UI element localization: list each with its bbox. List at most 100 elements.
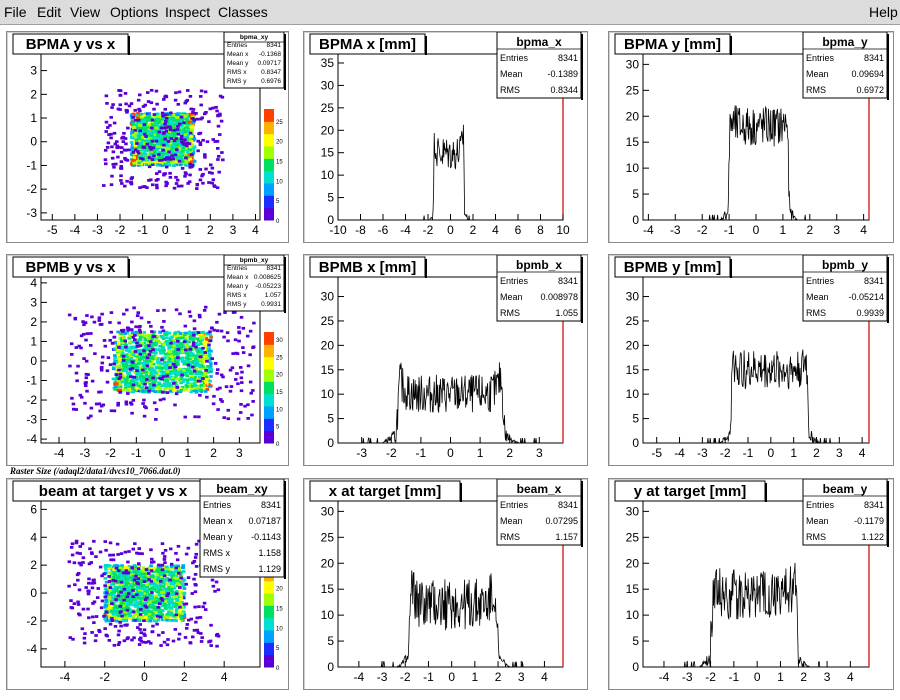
heatmap-bin: [226, 408, 231, 412]
heatmap-bin: [238, 411, 243, 414]
heatmap-bin: [118, 390, 122, 394]
menu-inspect[interactable]: Inspect: [165, 4, 211, 20]
heatmap-bin: [137, 161, 141, 165]
pad-x-at-target[interactable]: -4 -3 -2 -1 0 1 2 3 4 0 5 10 15 20 25 30 x at target [mm…: [303, 478, 588, 690]
heatmap-bin: [161, 570, 166, 574]
heatmap-bin: [163, 363, 167, 366]
heatmap-bin: [120, 377, 124, 381]
heatmap-bin: [162, 574, 167, 578]
heatmap-bin: [189, 378, 194, 381]
heatmap-bin: [165, 643, 170, 647]
heatmap-bin: [144, 359, 149, 363]
heatmap-bin: [136, 311, 141, 315]
heatmap-bin: [136, 567, 141, 571]
heatmap-bin: [125, 390, 130, 394]
pad-title: BPMA y [mm]: [624, 36, 721, 53]
heatmap-bin: [155, 338, 160, 342]
x-tick-label: 2: [207, 223, 214, 237]
heatmap-bin: [135, 356, 140, 360]
y-tick-label: 10: [321, 608, 335, 622]
heatmap-bin: [177, 387, 181, 391]
heatmap-bin: [178, 312, 182, 316]
heatmap-bin: [203, 112, 207, 116]
heatmap-bin: [146, 342, 151, 345]
heatmap-bin: [199, 372, 203, 376]
heatmap-bin: [144, 588, 149, 592]
pad-title: BPMA x [mm]: [319, 36, 416, 53]
heatmap-bin: [191, 108, 196, 111]
heatmap-bin: [183, 332, 187, 335]
x-tick-label: 1: [477, 446, 484, 460]
heatmap-bin: [188, 357, 192, 361]
heatmap-bin: [142, 146, 146, 149]
menu-view[interactable]: View: [70, 4, 101, 20]
heatmap-bin: [147, 119, 151, 122]
heatmap-bin: [147, 366, 152, 370]
heatmap-bin: [229, 385, 234, 388]
heatmap-bin: [183, 126, 188, 130]
heatmap-bin: [194, 387, 199, 391]
pad-y-at-target[interactable]: -4 -3 -2 -1 0 1 2 3 4 0 5 10 15 20 25 30 y at target [mm…: [608, 478, 894, 690]
heatmap-bin: [139, 575, 144, 579]
heatmap-bin: [131, 134, 136, 138]
heatmap-bin: [129, 384, 134, 388]
heatmap-bin: [167, 331, 172, 335]
pad-bpma-y-vs-x[interactable]: 0 5 10 15 20 25 -5 -4 -3 -2 -1 0 1 2 3 4 -3 -2 -1 0 1 2 3 BPMA …: [6, 31, 289, 243]
heatmap-bin: [216, 114, 220, 118]
menu-options[interactable]: Options: [110, 4, 159, 20]
heatmap-bin: [176, 612, 181, 615]
heatmap-bin: [203, 305, 208, 309]
heatmap-bin: [108, 321, 112, 324]
pad-bpma-x[interactable]: -10 -8 -6 -4 -2 0 2 4 6 8 10 0 5 10 15 20 25 30 35 BPMA x […: [303, 31, 588, 243]
palette-tick-label: 20: [276, 587, 283, 593]
heatmap-bin: [160, 111, 165, 115]
heatmap-bin: [131, 586, 135, 590]
y-tick-label: 5: [327, 191, 334, 205]
heatmap-bin: [162, 348, 166, 352]
heatmap-bin: [190, 128, 194, 132]
pad-bpmb-y[interactable]: -5 -4 -3 -2 -1 0 1 2 3 4 0 5 10 15 20 25 30 BPMB y [mm] bp…: [608, 254, 894, 466]
heatmap-bin: [149, 142, 154, 146]
heatmap-bin: [119, 552, 124, 556]
pad-bpmb-y-vs-x[interactable]: 0 5 10 15 20 25 30 -4 -3 -2 -1 0 1 2 3 -4 -3 -2 -1 0 1 2 3 4 BPM…: [6, 254, 289, 466]
heatmap-bin: [185, 351, 189, 355]
heatmap-bin: [100, 361, 105, 365]
heatmap-bin: [185, 144, 189, 148]
heatmap-bin: [197, 313, 202, 317]
heatmap-bin: [189, 617, 194, 621]
y-tick-label: -4: [26, 642, 37, 656]
heatmap-bin: [112, 131, 117, 135]
stats-name: beam_x: [517, 482, 562, 496]
heatmap-bin: [164, 146, 169, 150]
heatmap-bin: [109, 574, 114, 578]
heatmap-bin: [190, 156, 194, 160]
heatmap-bin: [104, 548, 108, 552]
menu-help[interactable]: Help: [869, 4, 898, 20]
heatmap-bin: [188, 124, 192, 128]
heatmap-bin: [87, 581, 91, 585]
pad-bpma-y[interactable]: -4 -3 -2 -1 0 1 2 3 4 0 5 10 15 20 25 30 BPMA y [mm] bpma…: [608, 31, 894, 243]
heatmap-bin: [165, 386, 170, 390]
menu-classes[interactable]: Classes: [218, 4, 268, 20]
heatmap-bin: [116, 606, 120, 610]
menu-file[interactable]: File: [4, 4, 27, 20]
heatmap-bin: [174, 146, 179, 150]
heatmap-bin: [154, 589, 158, 592]
heatmap-bin: [188, 112, 193, 116]
pad-bpmb-x[interactable]: -3 -2 -1 0 1 2 3 0 5 10 15 20 25 30 BPMB x [mm] bpmb_x E…: [303, 254, 588, 466]
heatmap-bin: [177, 346, 181, 350]
heatmap-bin: [173, 153, 178, 157]
heatmap-bin: [139, 631, 144, 635]
root-canvas[interactable]: 0 5 10 15 20 25 -5 -4 -3 -2 -1 0 1 2 3 4 -3 -2 -1 0 1 2 3 BPMA …: [0, 25, 900, 700]
heatmap-bin: [137, 164, 141, 167]
heatmap-bin: [141, 640, 146, 644]
stats-label: RMS: [500, 308, 520, 318]
heatmap-bin: [160, 542, 165, 546]
menu-edit[interactable]: Edit: [37, 4, 62, 20]
heatmap-bin: [186, 354, 191, 358]
heatmap-bin: [174, 91, 178, 95]
heatmap-bin: [154, 418, 158, 421]
heatmap-bin: [124, 402, 129, 406]
y-tick-label: 20: [321, 556, 335, 570]
